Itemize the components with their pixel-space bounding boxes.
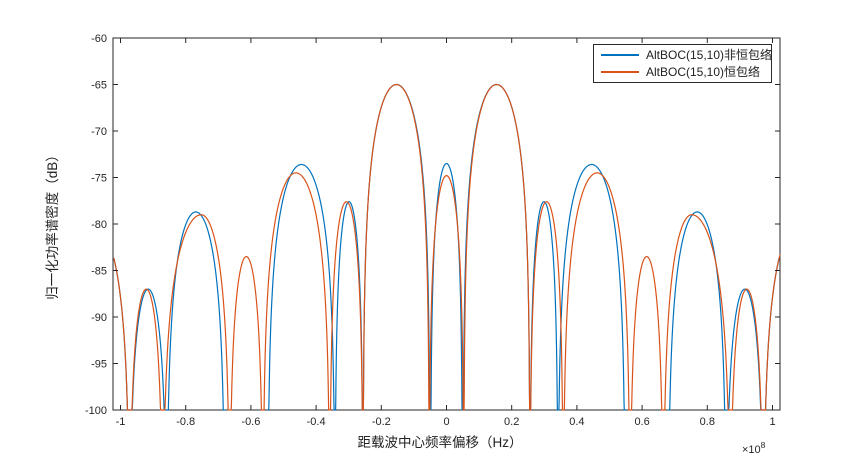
x-tick-label: 0.4	[569, 416, 584, 428]
psd-curve-constant-envelope	[329, 201, 364, 411]
y-tick-label: -85	[91, 266, 107, 278]
tick-labels-group: -1 -0.8 -0.6 -0.4 -0.2 0 0.2 0.4 0.6 0.8 1 -100 -95 -…	[85, 33, 776, 428]
legend-entry-constant-envelope: AltBOC(15,10)恒包络	[601, 64, 767, 80]
psd-curve-constant-envelope	[729, 288, 764, 411]
psd-curve-constant-envelope	[113, 257, 131, 411]
psd-curve-nonconstant-envelope	[462, 83, 531, 411]
x-scale-multiplier: ×108	[742, 440, 766, 456]
y-tick-label: -95	[91, 359, 107, 371]
x-tick-label: -0.8	[176, 416, 195, 428]
y-tick-label: -60	[91, 33, 107, 45]
plot-area	[112, 37, 781, 411]
legend-entry-nonconstant-envelope: AltBOC(15,10)非恒包络	[601, 47, 772, 63]
y-tick-label: -100	[85, 405, 107, 417]
x-tick-label: -1	[116, 416, 126, 428]
y-tick-label: -70	[91, 126, 107, 138]
psd-curve-constant-envelope	[529, 201, 564, 411]
psd-curve-constant-envelope	[162, 214, 231, 411]
y-tick-label: -65	[91, 80, 107, 92]
psd-curve-nonconstant-envelope	[529, 201, 559, 411]
psd-curve-constant-envelope	[463, 83, 531, 411]
ticks-group	[113, 37, 780, 411]
legend: AltBOC(15,10)非恒包络 AltBOC(15,10)恒包络	[593, 44, 772, 83]
x-axis-label: 距载波中心频率偏移（Hz）	[358, 434, 523, 450]
psd-curve-constant-envelope	[262, 172, 331, 411]
psd-curve-nonconstant-envelope	[429, 162, 464, 411]
x-tick-label: 0.6	[634, 416, 649, 428]
x-tick-label: 0	[443, 416, 449, 428]
y-tick-label: -80	[91, 219, 107, 231]
legend-label-nonconstant-envelope: AltBOC(15,10)非恒包络	[646, 48, 773, 63]
psd-curve-nonconstant-envelope	[557, 163, 626, 411]
y-tick-label: -90	[91, 312, 107, 324]
legend-line-nonconstant-envelope-icon	[601, 54, 639, 57]
psd-curve-nonconstant-envelope	[362, 83, 431, 411]
x-tick-label: 1	[769, 416, 775, 428]
x-tick-label: 0.8	[700, 416, 715, 428]
curves-group	[113, 83, 781, 411]
x-tick-label: -0.2	[372, 416, 391, 428]
psd-curve-constant-envelope	[762, 254, 781, 411]
y-axis-label: 归一化功率谱密度（dB）	[44, 148, 60, 300]
psd-curve-constant-envelope	[629, 255, 664, 411]
psd-curve-constant-envelope	[129, 288, 164, 411]
x-tick-label: 0.2	[504, 416, 519, 428]
psd-curve-constant-envelope	[662, 214, 731, 411]
psd-curve-nonconstant-envelope	[334, 201, 364, 411]
legend-label-constant-envelope: AltBOC(15,10)恒包络	[646, 64, 761, 79]
psd-curve-nonconstant-envelope	[667, 211, 727, 411]
x-tick-label: -0.6	[241, 416, 260, 428]
psd-curve-constant-envelope	[562, 172, 631, 411]
legend-line-constant-envelope-icon	[601, 70, 639, 73]
psd-curve-constant-envelope	[229, 255, 264, 411]
psd-curve-constant-envelope	[362, 83, 430, 411]
x-tick-label: -0.4	[307, 416, 326, 428]
y-tick-label: -75	[91, 173, 107, 185]
psd-curve-nonconstant-envelope	[166, 211, 226, 411]
psd-curve-constant-envelope	[428, 175, 465, 411]
psd-curve-nonconstant-envelope	[267, 163, 336, 411]
